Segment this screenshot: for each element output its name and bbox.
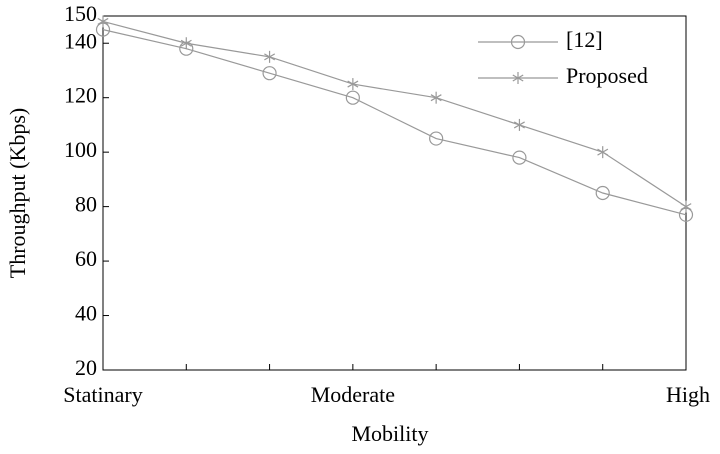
data-point	[597, 146, 609, 159]
asterisk-stroke	[347, 80, 359, 88]
y-tick-label: 60	[75, 246, 97, 271]
legend-label: [12]	[566, 27, 603, 52]
y-tick-label: 140	[64, 28, 97, 53]
data-point	[512, 150, 527, 165]
asterisk-stroke	[513, 121, 525, 129]
y-axis-label: Throughput (Kbps)	[5, 108, 30, 278]
legend-marker	[510, 34, 526, 50]
series-line	[102, 20, 687, 208]
legend-marker	[512, 72, 524, 84]
x-tick-label: High	[666, 382, 710, 407]
y-tick-label: 120	[64, 83, 97, 108]
series-line	[102, 29, 687, 216]
data-point	[347, 78, 359, 91]
data-point	[345, 90, 360, 105]
asterisk-stroke	[680, 203, 692, 211]
plot-frame	[102, 15, 687, 371]
legend-label: Proposed	[566, 63, 648, 88]
x-tick-label: Moderate	[311, 382, 395, 407]
asterisk-stroke	[97, 17, 109, 25]
asterisk-stroke	[597, 148, 609, 156]
x-tick-label: Statinary	[63, 382, 142, 407]
y-tick-label: 20	[75, 355, 97, 380]
asterisk-stroke	[264, 53, 276, 61]
data-point	[264, 50, 276, 63]
data-point	[513, 118, 525, 131]
x-axis-label: Mobility	[351, 421, 428, 446]
data-point	[97, 15, 109, 28]
y-tick-label: 40	[75, 301, 97, 326]
asterisk-stroke	[180, 39, 192, 47]
y-tick-label: 100	[64, 137, 97, 162]
data-point	[595, 185, 610, 201]
data-point	[262, 66, 277, 81]
data-point	[680, 200, 692, 213]
data-point	[180, 37, 192, 50]
asterisk-stroke	[430, 94, 442, 102]
asterisk-stroke	[512, 74, 524, 82]
data-point	[429, 131, 444, 146]
data-point	[430, 91, 442, 104]
y-tick-label: 150	[64, 1, 97, 26]
y-tick-label: 80	[75, 192, 97, 217]
